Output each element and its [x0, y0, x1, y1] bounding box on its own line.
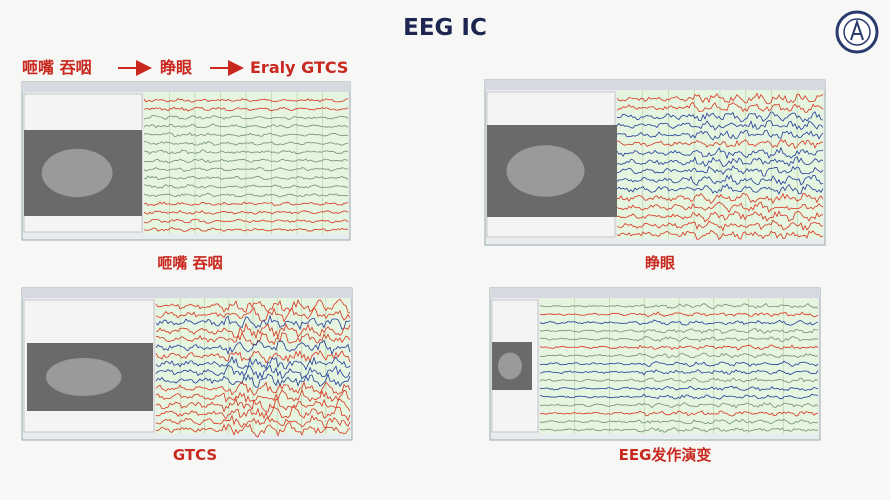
eeg-trace [143, 218, 349, 224]
eeg-trace [616, 219, 824, 232]
eeg-trace [539, 393, 819, 400]
eeg-trace [143, 167, 349, 172]
eeg-trace [155, 414, 351, 429]
eeg-trace [143, 132, 349, 138]
eeg-screenshot [489, 287, 821, 441]
sequence-step: 咂嘴 吞咽 [22, 58, 92, 77]
eeg-trace [539, 311, 819, 318]
eeg-screenshot [484, 79, 826, 246]
eeg-trace [155, 298, 351, 314]
video-figure [41, 148, 113, 198]
eeg-trace [144, 183, 349, 189]
eeg-trace [616, 130, 824, 141]
eeg-trace [155, 380, 351, 396]
eeg-trace [539, 426, 819, 433]
eeg-trace [616, 192, 824, 205]
eeg-trace [539, 410, 819, 417]
eeg-trace [616, 165, 824, 177]
eeg-trace [143, 123, 349, 129]
eeg-trace [155, 388, 351, 404]
eeg-trace [539, 328, 819, 334]
eeg-trace [143, 149, 349, 155]
eeg-trace [616, 183, 824, 195]
eeg-trace [539, 319, 819, 326]
eeg-trace [616, 92, 824, 105]
sequence-step: Eraly GTCS [250, 58, 348, 77]
eeg-trace [539, 336, 819, 343]
eeg-trace [616, 229, 824, 240]
toolbar [22, 82, 350, 92]
eeg-trace [155, 314, 351, 331]
eeg-trace [539, 402, 819, 409]
eeg-trace [155, 339, 351, 356]
panels [21, 79, 826, 441]
eeg-trace [616, 174, 824, 187]
eeg-trace [539, 303, 819, 309]
eeg-trace [155, 364, 351, 380]
eeg-trace [539, 418, 819, 425]
panel-caption: EEG发作演变 [619, 446, 712, 464]
eeg-trace [155, 406, 351, 422]
toolbar [22, 288, 352, 298]
panel-caption: 睁眼 [645, 254, 675, 272]
eeg-trace [155, 372, 351, 388]
eeg-trace [616, 146, 824, 160]
eeg-trace [155, 349, 351, 364]
eeg-trace [143, 227, 349, 232]
eeg-trace [143, 106, 349, 112]
eeg-trace [616, 101, 824, 113]
eeg-trace [155, 306, 351, 323]
eeg-trace [155, 322, 351, 340]
video-figure [506, 145, 585, 197]
eeg-trace [143, 175, 349, 180]
eeg-trace [143, 158, 349, 164]
eeg-trace [539, 344, 819, 351]
eeg-trace [143, 115, 349, 120]
eeg-trace [155, 331, 351, 346]
toolbar [485, 80, 825, 90]
eeg-trace [155, 422, 351, 438]
eeg-trace [539, 377, 819, 384]
video-figure [498, 352, 522, 380]
eeg-trace [155, 397, 351, 413]
eeg-trace [616, 210, 824, 223]
eeg-trace [616, 156, 824, 167]
eeg-trace [616, 119, 824, 131]
eeg-trace [616, 138, 824, 150]
eeg-trace [155, 355, 351, 371]
slide-title: EEG IC [403, 15, 487, 41]
eeg-trace [143, 97, 349, 103]
panel-caption: 咂嘴 吞咽 [157, 254, 222, 272]
eeg-trace [539, 352, 819, 359]
eeg-trace [539, 369, 819, 376]
eeg-trace [539, 385, 819, 392]
eeg-trace [143, 201, 349, 207]
panel-caption: GTCS [173, 446, 217, 464]
video-figure [45, 357, 122, 397]
eeg-trace [143, 141, 348, 146]
eeg-trace [143, 192, 349, 198]
eeg-screenshot [21, 287, 353, 441]
toolbar [490, 288, 820, 298]
sequence-step: 睁眼 [160, 58, 192, 77]
eeg-trace [143, 209, 349, 215]
eeg-trace [616, 201, 824, 214]
logo [835, 10, 879, 54]
eeg-screenshot [21, 81, 351, 241]
eeg-trace [616, 111, 824, 123]
eeg-trace [539, 360, 819, 367]
